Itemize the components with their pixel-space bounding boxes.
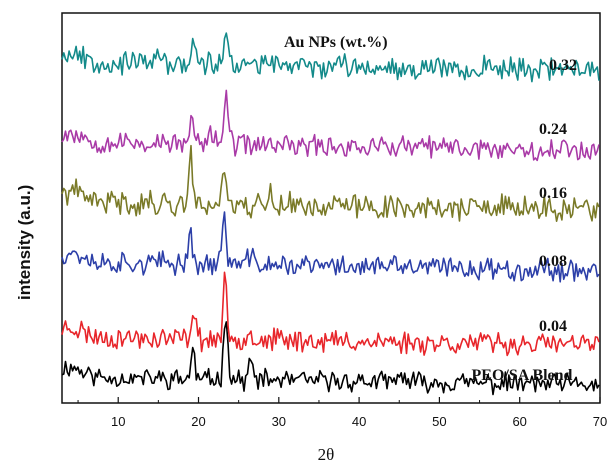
series-label-0.16: 0.16 [539,185,567,202]
x-tick-label-50: 50 [432,414,446,429]
series-line-0.32 [61,32,600,83]
series-layer [61,32,600,396]
x-tick-label-10: 10 [111,414,125,429]
y-axis-label: intensity (a.u.) [15,185,34,300]
x-tick-label-30: 30 [272,414,286,429]
x-axis-label: 2θ [318,445,335,464]
x-tick-label-70: 70 [593,414,607,429]
series-label-peo-sa-blend: PEO/SA Blend [472,367,573,384]
series-labels: 0.32 0.24 0.16 0.08 0.04 PEO/SA Blend [472,57,577,384]
legend-title: Au NPs (wt.%) [284,34,388,51]
series-line-0.04 [61,271,600,357]
series-line-0.16 [61,144,600,222]
series-label-0.32: 0.32 [549,57,577,74]
series-label-0.08: 0.08 [539,253,567,270]
series-line-peo-sa-blend [61,321,600,396]
x-axis: 10 20 30 40 50 60 70 [77,397,607,429]
series-line-0.24 [61,89,600,162]
x-tick-label-60: 60 [512,414,526,429]
x-tick-label-40: 40 [352,414,366,429]
series-line-0.08 [61,211,600,283]
series-label-0.04: 0.04 [539,318,567,335]
series-label-0.24: 0.24 [539,121,567,138]
x-tick-label-20: 20 [191,414,205,429]
plot-frame [61,12,601,404]
